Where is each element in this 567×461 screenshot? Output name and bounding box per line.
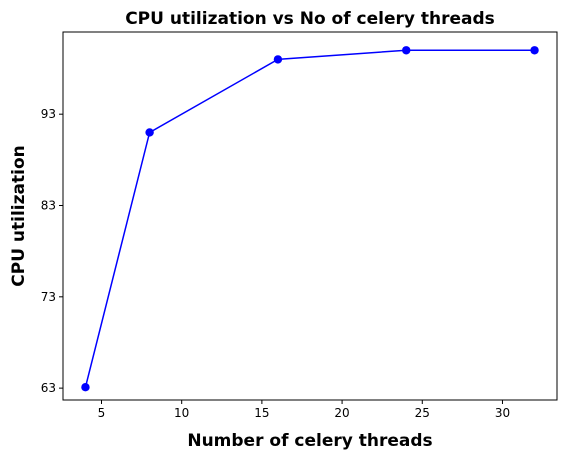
x-tick-label: 15: [254, 406, 269, 420]
x-axis: 5 10 15 20 25 30: [98, 400, 510, 420]
data-point: [402, 46, 411, 55]
y-tick-label: 83: [41, 198, 56, 212]
data-point: [530, 46, 539, 55]
y-tick-label: 63: [41, 381, 56, 395]
series-layer: [81, 46, 539, 392]
x-tick-label: 25: [415, 406, 430, 420]
x-tick-label: 30: [495, 406, 510, 420]
x-tick-label: 10: [174, 406, 189, 420]
x-tick-label: 5: [98, 406, 106, 420]
x-axis-label: Number of celery threads: [187, 431, 432, 451]
plot-frame: [62, 31, 558, 401]
y-tick-label: 73: [41, 290, 56, 304]
y-axis-label: CPU utilization: [9, 145, 29, 286]
data-point: [145, 128, 154, 137]
series-line: [84, 49, 535, 388]
x-tick-label: 20: [334, 406, 349, 420]
chart-title: CPU utilization vs No of celery threads: [125, 9, 495, 29]
y-axis: 63 73 83 93: [41, 107, 63, 395]
data-point: [273, 55, 283, 64]
y-tick-label: 93: [41, 107, 56, 121]
data-point: [81, 383, 90, 392]
